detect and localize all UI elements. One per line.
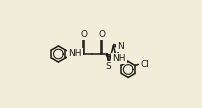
Text: O: O	[80, 30, 87, 39]
Text: NH: NH	[68, 49, 82, 59]
Text: S: S	[106, 62, 111, 71]
Text: Cl: Cl	[140, 60, 149, 69]
Text: O: O	[98, 30, 105, 39]
Text: NH: NH	[112, 54, 126, 63]
Text: N: N	[117, 41, 124, 51]
